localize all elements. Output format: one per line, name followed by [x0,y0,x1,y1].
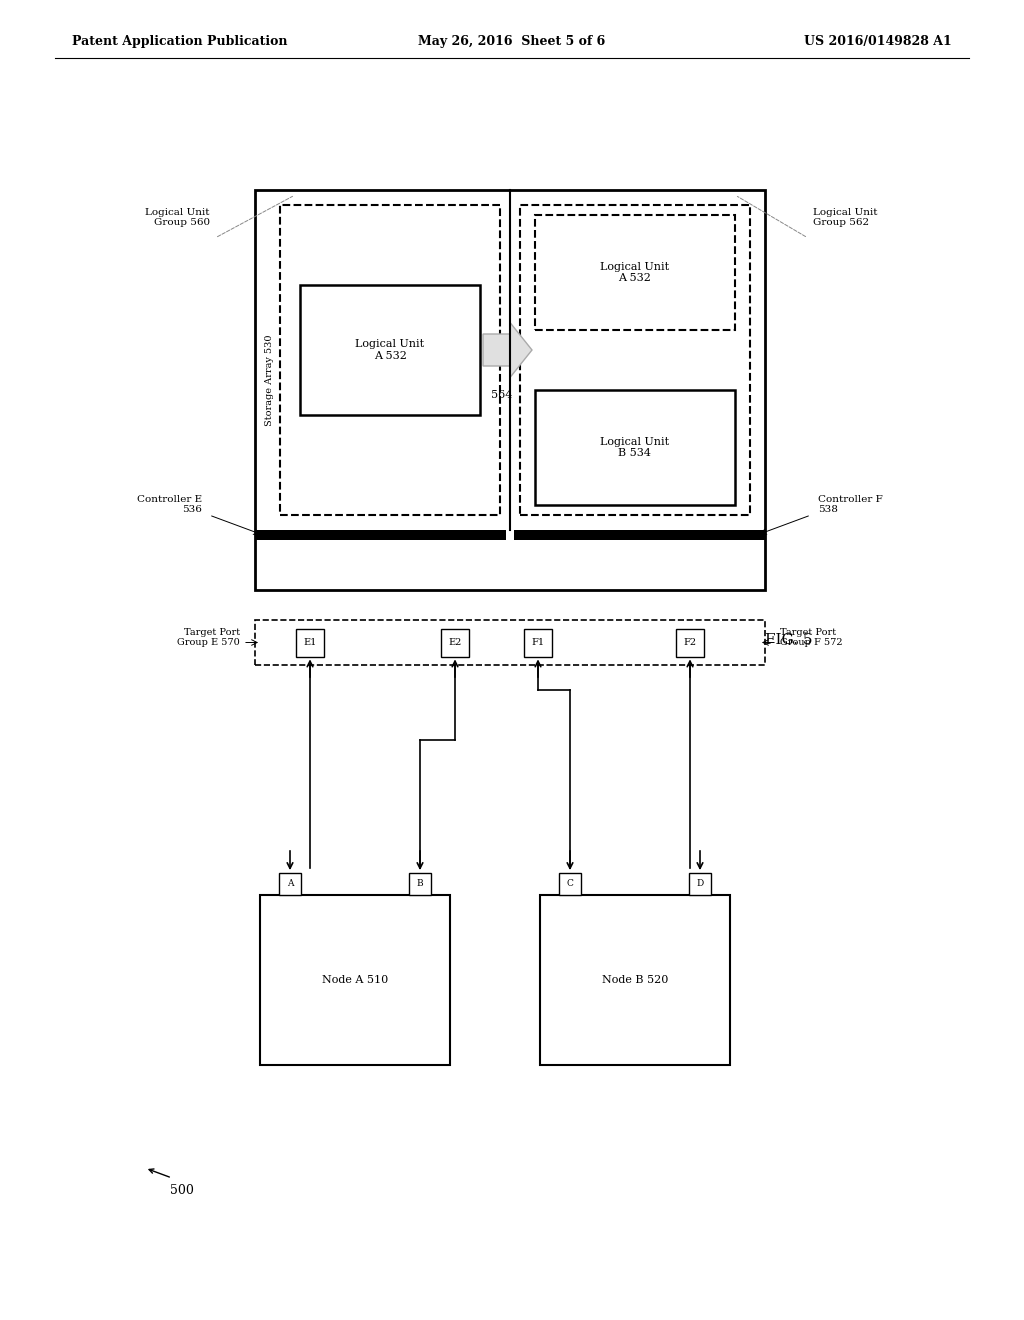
Text: Target Port
Group E 570: Target Port Group E 570 [177,628,240,647]
Text: May 26, 2016  Sheet 5 of 6: May 26, 2016 Sheet 5 of 6 [419,36,605,48]
Bar [255,190,765,590]
Text: 500: 500 [170,1184,194,1196]
Bar [689,873,711,895]
Text: Target Port
Group F 572: Target Port Group F 572 [780,628,843,647]
Text: Node A 510: Node A 510 [322,975,388,985]
Text: Node B 520: Node B 520 [602,975,669,985]
Text: F2: F2 [683,638,696,647]
Text: Logical Unit
A 532: Logical Unit A 532 [600,261,670,284]
Bar [409,873,431,895]
Bar [441,628,469,656]
Text: Logical Unit
Group 560: Logical Unit Group 560 [145,209,210,227]
Bar [255,531,765,540]
Bar [300,285,480,414]
Text: FIG. 5: FIG. 5 [765,634,812,647]
Bar [280,205,500,515]
Text: Logical Unit
B 534: Logical Unit B 534 [600,437,670,458]
Text: D: D [696,879,703,888]
Text: A: A [287,879,293,888]
Text: Storage Array 530: Storage Array 530 [264,334,273,426]
Text: Logical Unit
Group 562: Logical Unit Group 562 [813,209,878,227]
Bar [535,215,735,330]
Text: Patent Application Publication: Patent Application Publication [72,36,288,48]
Text: 564: 564 [492,389,513,400]
Text: F1: F1 [531,638,545,647]
Bar [296,628,324,656]
Text: C: C [566,879,573,888]
Polygon shape [483,322,532,378]
Bar [524,628,552,656]
Text: US 2016/0149828 A1: US 2016/0149828 A1 [804,36,952,48]
Bar [506,531,514,540]
Text: E1: E1 [303,638,316,647]
Bar [559,873,581,895]
Bar [535,389,735,506]
Text: Controller F
538: Controller F 538 [818,495,883,515]
Text: Logical Unit
A 532: Logical Unit A 532 [355,339,425,360]
Text: B: B [417,879,423,888]
Bar [676,628,705,656]
Bar [279,873,301,895]
Bar [255,620,765,665]
Bar [520,205,750,515]
Text: Controller E
536: Controller E 536 [137,495,202,515]
Text: E2: E2 [449,638,462,647]
Bar [540,895,730,1065]
Bar [260,895,450,1065]
